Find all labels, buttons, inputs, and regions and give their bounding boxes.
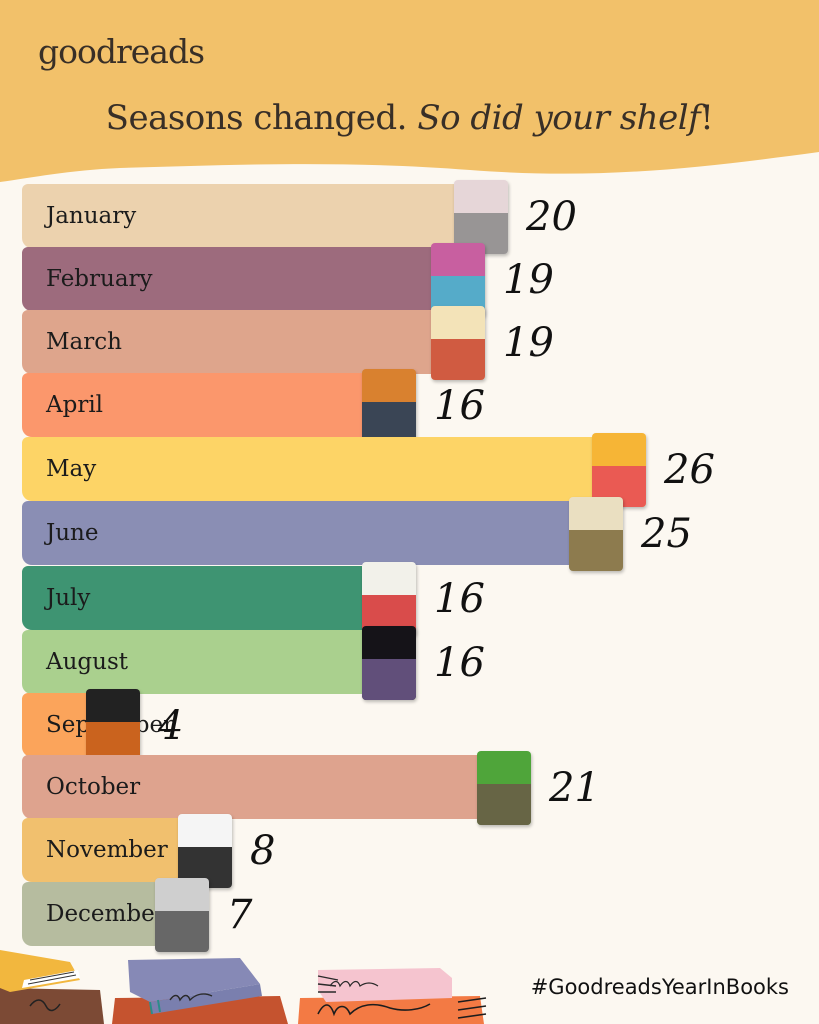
value-label: 26: [664, 447, 715, 493]
value-label: 19: [503, 257, 554, 303]
hashtag: #GoodreadsYearInBooks: [530, 975, 789, 999]
value-label: 8: [250, 828, 276, 874]
bar-november: November: [22, 818, 206, 882]
title-suffix: !: [700, 98, 714, 138]
month-label: November: [46, 837, 168, 863]
month-label: June: [46, 520, 99, 546]
value-label: 20: [526, 194, 577, 240]
value-label: 7: [227, 892, 253, 938]
book-stack-illustration: [0, 950, 487, 1024]
bar-october: October: [22, 755, 505, 819]
book-cover-december: [155, 878, 209, 952]
book-cover-january: [454, 180, 508, 254]
month-label: December: [46, 901, 166, 927]
bar-august: August: [22, 630, 390, 694]
value-label: 16: [434, 576, 485, 622]
month-label: July: [46, 585, 91, 611]
page-title: Seasons changed. So did your shelf!: [0, 98, 819, 138]
bar-april: April: [22, 373, 390, 437]
bar-january: January: [22, 184, 482, 248]
month-label: October: [46, 774, 141, 800]
header-wave-shape: [0, 0, 819, 182]
value-label: 16: [434, 640, 485, 686]
value-label: 16: [434, 383, 485, 429]
goodreads-logo: goodreads: [38, 32, 205, 71]
bar-july: July: [22, 566, 390, 630]
book-cover-april: [362, 369, 416, 443]
book-cover-november: [178, 814, 232, 888]
month-label: May: [46, 456, 97, 482]
book-cover-march: [431, 306, 485, 380]
book-cover-october: [477, 751, 531, 825]
header-banner: goodreads Seasons changed. So did your s…: [0, 0, 819, 200]
book-cover-july: [362, 562, 416, 636]
value-label: 25: [641, 511, 692, 557]
value-label: 19: [503, 320, 554, 366]
bar-may: May: [22, 437, 620, 501]
month-label: January: [46, 203, 137, 229]
bar-june: June: [22, 501, 597, 565]
month-label: August: [46, 649, 129, 675]
bar-march: March: [22, 310, 459, 374]
book-cover-june: [569, 497, 623, 571]
value-label: 21: [549, 765, 600, 811]
bar-february: February: [22, 247, 459, 311]
title-italic: So did your shelf: [417, 98, 701, 138]
book-cover-may: [592, 433, 646, 507]
title-regular: Seasons changed.: [105, 98, 418, 138]
book-cover-august: [362, 626, 416, 700]
month-label: February: [46, 266, 153, 292]
value-label: 4: [158, 703, 184, 749]
book-cover-september: [86, 689, 140, 763]
month-label: March: [46, 329, 122, 355]
month-label: April: [46, 392, 104, 418]
